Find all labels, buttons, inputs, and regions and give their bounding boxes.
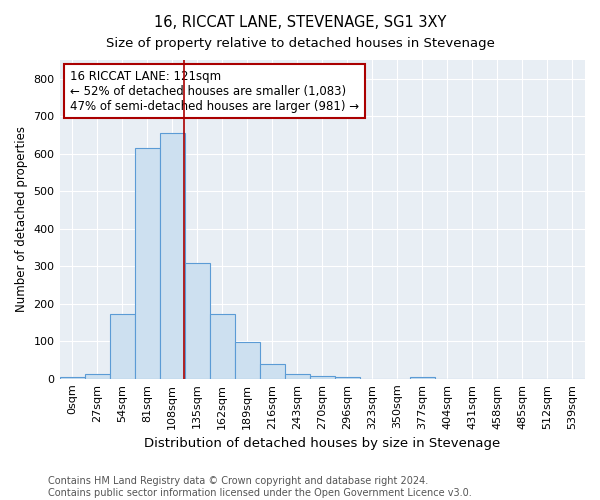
- Bar: [59, 377, 85, 379]
- Bar: [235, 342, 260, 379]
- Bar: [335, 377, 360, 379]
- Text: 16, RICCAT LANE, STEVENAGE, SG1 3XY: 16, RICCAT LANE, STEVENAGE, SG1 3XY: [154, 15, 446, 30]
- Bar: [185, 264, 209, 379]
- Bar: [310, 376, 335, 379]
- Text: 16 RICCAT LANE: 121sqm
← 52% of detached houses are smaller (1,083)
47% of semi-: 16 RICCAT LANE: 121sqm ← 52% of detached…: [70, 70, 359, 112]
- Bar: [410, 377, 435, 379]
- Bar: [85, 374, 110, 379]
- Bar: [285, 374, 310, 379]
- Text: Size of property relative to detached houses in Stevenage: Size of property relative to detached ho…: [106, 38, 494, 51]
- Text: Contains HM Land Registry data © Crown copyright and database right 2024.
Contai: Contains HM Land Registry data © Crown c…: [48, 476, 472, 498]
- Bar: [260, 364, 285, 379]
- Bar: [134, 148, 160, 379]
- Bar: [209, 314, 235, 379]
- X-axis label: Distribution of detached houses by size in Stevenage: Distribution of detached houses by size …: [144, 437, 500, 450]
- Bar: [160, 133, 185, 379]
- Y-axis label: Number of detached properties: Number of detached properties: [15, 126, 28, 312]
- Bar: [110, 314, 134, 379]
